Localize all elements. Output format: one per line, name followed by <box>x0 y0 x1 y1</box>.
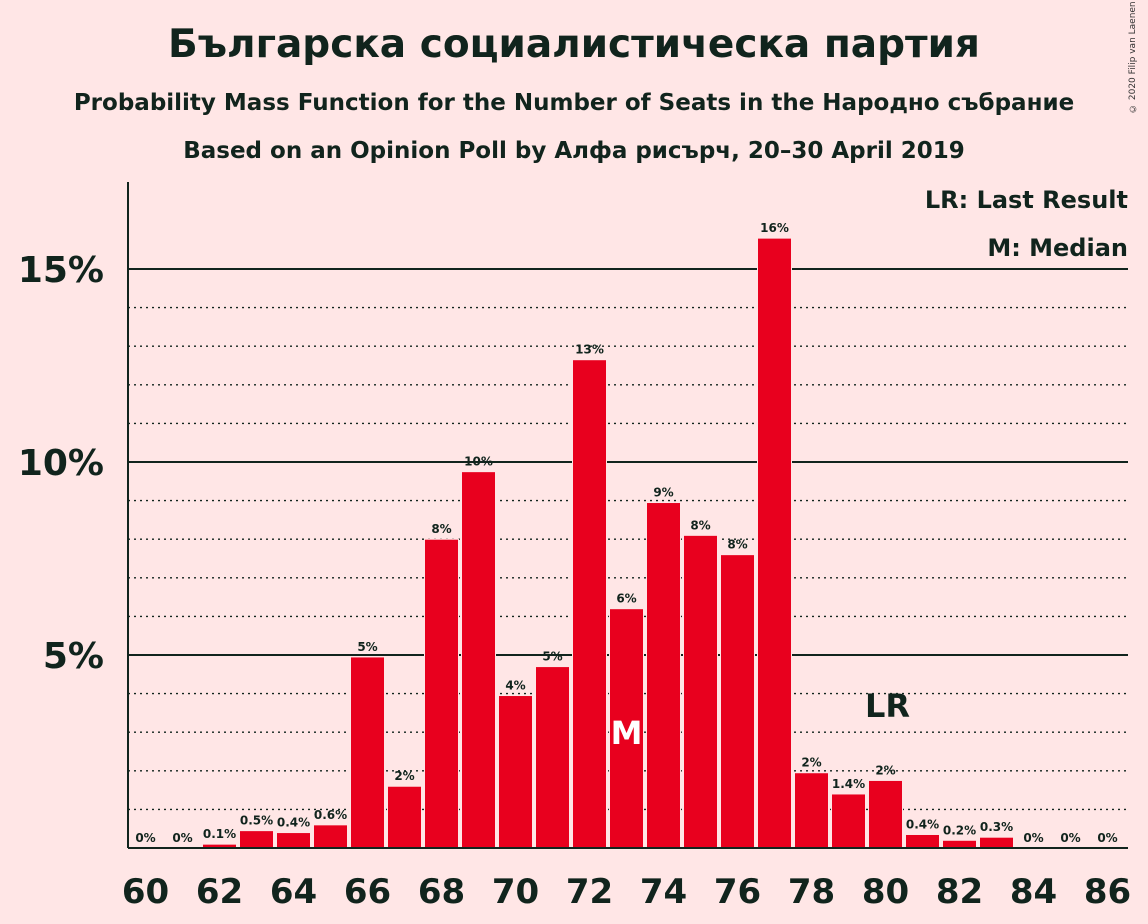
x-tick-label: 76 <box>714 872 761 912</box>
data-label: 0.2% <box>943 823 976 837</box>
x-tick-label: 82 <box>936 872 983 912</box>
bar <box>535 666 570 849</box>
x-tick-label: 72 <box>566 872 613 912</box>
data-label: 10% <box>464 455 493 469</box>
data-label: 0.5% <box>240 814 273 828</box>
data-label: 2% <box>875 763 895 777</box>
bar <box>757 237 792 849</box>
bar <box>498 695 533 849</box>
bar <box>646 502 681 849</box>
data-label: 5% <box>357 640 377 654</box>
data-label: 1.4% <box>832 777 865 791</box>
data-label: 2% <box>394 769 414 783</box>
data-label: 8% <box>690 518 710 532</box>
y-tick-label: 5% <box>43 636 104 677</box>
bar <box>794 772 829 849</box>
bar <box>868 779 903 849</box>
bar <box>276 832 311 849</box>
data-label: 0.3% <box>980 820 1013 834</box>
bar <box>942 839 977 849</box>
x-tick-label: 66 <box>344 872 391 912</box>
bar <box>461 471 496 849</box>
x-tick-label: 68 <box>418 872 465 912</box>
bar <box>313 824 348 849</box>
data-label: 8% <box>727 538 747 552</box>
chart-title: Българска социалистическа партия <box>168 22 980 67</box>
bar <box>831 793 866 849</box>
data-label: 0.4% <box>906 817 939 831</box>
bar <box>350 656 385 849</box>
chart-source: Based on an Opinion Poll by Алфа рисърч,… <box>183 138 965 164</box>
data-label: 0% <box>1097 831 1117 845</box>
data-label: 0.6% <box>314 808 347 822</box>
legend-last-result: LR: Last Result <box>924 186 1128 214</box>
data-label: 16% <box>760 221 789 235</box>
data-label: 4% <box>505 679 525 693</box>
data-label: 0% <box>135 831 155 845</box>
bar <box>683 534 718 849</box>
x-tick-label: 78 <box>788 872 835 912</box>
x-tick-label: 84 <box>1010 872 1057 912</box>
x-tick-label: 70 <box>492 872 539 912</box>
data-label: 13% <box>575 343 604 357</box>
data-label: 0% <box>1023 831 1043 845</box>
y-tick-label: 10% <box>18 443 104 484</box>
data-label: 5% <box>542 650 562 664</box>
x-tick-label: 62 <box>196 872 243 912</box>
bar <box>979 836 1014 849</box>
x-tick-label: 86 <box>1084 872 1131 912</box>
y-tick-label: 15% <box>18 250 104 291</box>
data-label: 6% <box>616 592 636 606</box>
data-label: 2% <box>801 756 821 770</box>
x-tick-label: 64 <box>270 872 317 912</box>
data-label: 0.1% <box>203 827 236 841</box>
bar <box>905 833 940 849</box>
data-label: 0% <box>172 831 192 845</box>
data-label: 9% <box>653 486 673 500</box>
bar <box>424 538 459 849</box>
legend-median: M: Median <box>987 234 1128 262</box>
last-result-marker: LR <box>865 687 910 725</box>
x-tick-label: 74 <box>640 872 687 912</box>
bar <box>387 785 422 849</box>
data-label: 0% <box>1060 831 1080 845</box>
bar <box>239 830 274 849</box>
bar <box>720 554 755 849</box>
bar <box>572 359 607 849</box>
x-tick-label: 80 <box>862 872 909 912</box>
data-label: 8% <box>431 522 451 536</box>
data-label: 0.4% <box>277 816 310 830</box>
x-tick-label: 60 <box>122 872 169 912</box>
chart-subtitle: Probability Mass Function for the Number… <box>73 90 1075 116</box>
median-marker: M <box>611 714 643 752</box>
